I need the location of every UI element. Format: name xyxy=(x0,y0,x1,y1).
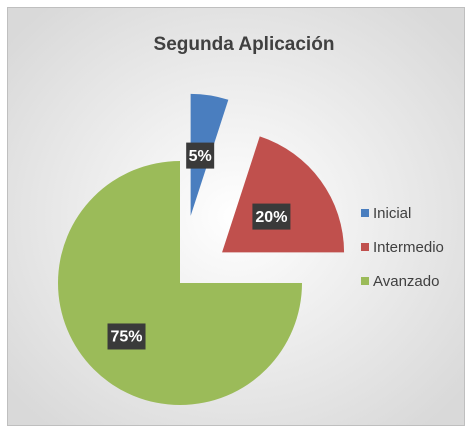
data-label: 5% xyxy=(189,148,212,165)
data-label-box xyxy=(107,323,146,350)
data-label-box xyxy=(186,142,215,169)
chart-title: Segunda Aplicación xyxy=(154,34,335,55)
data-label: 20% xyxy=(255,209,287,226)
data-label-box xyxy=(252,203,291,230)
legend-swatch xyxy=(361,243,369,251)
legend-swatch xyxy=(361,277,369,285)
legend-swatch xyxy=(361,209,369,217)
legend-label: Avanzado xyxy=(373,273,439,290)
data-label: 75% xyxy=(110,329,142,346)
legend-label: Inicial xyxy=(373,205,411,222)
legend-label: Intermedio xyxy=(373,239,444,256)
